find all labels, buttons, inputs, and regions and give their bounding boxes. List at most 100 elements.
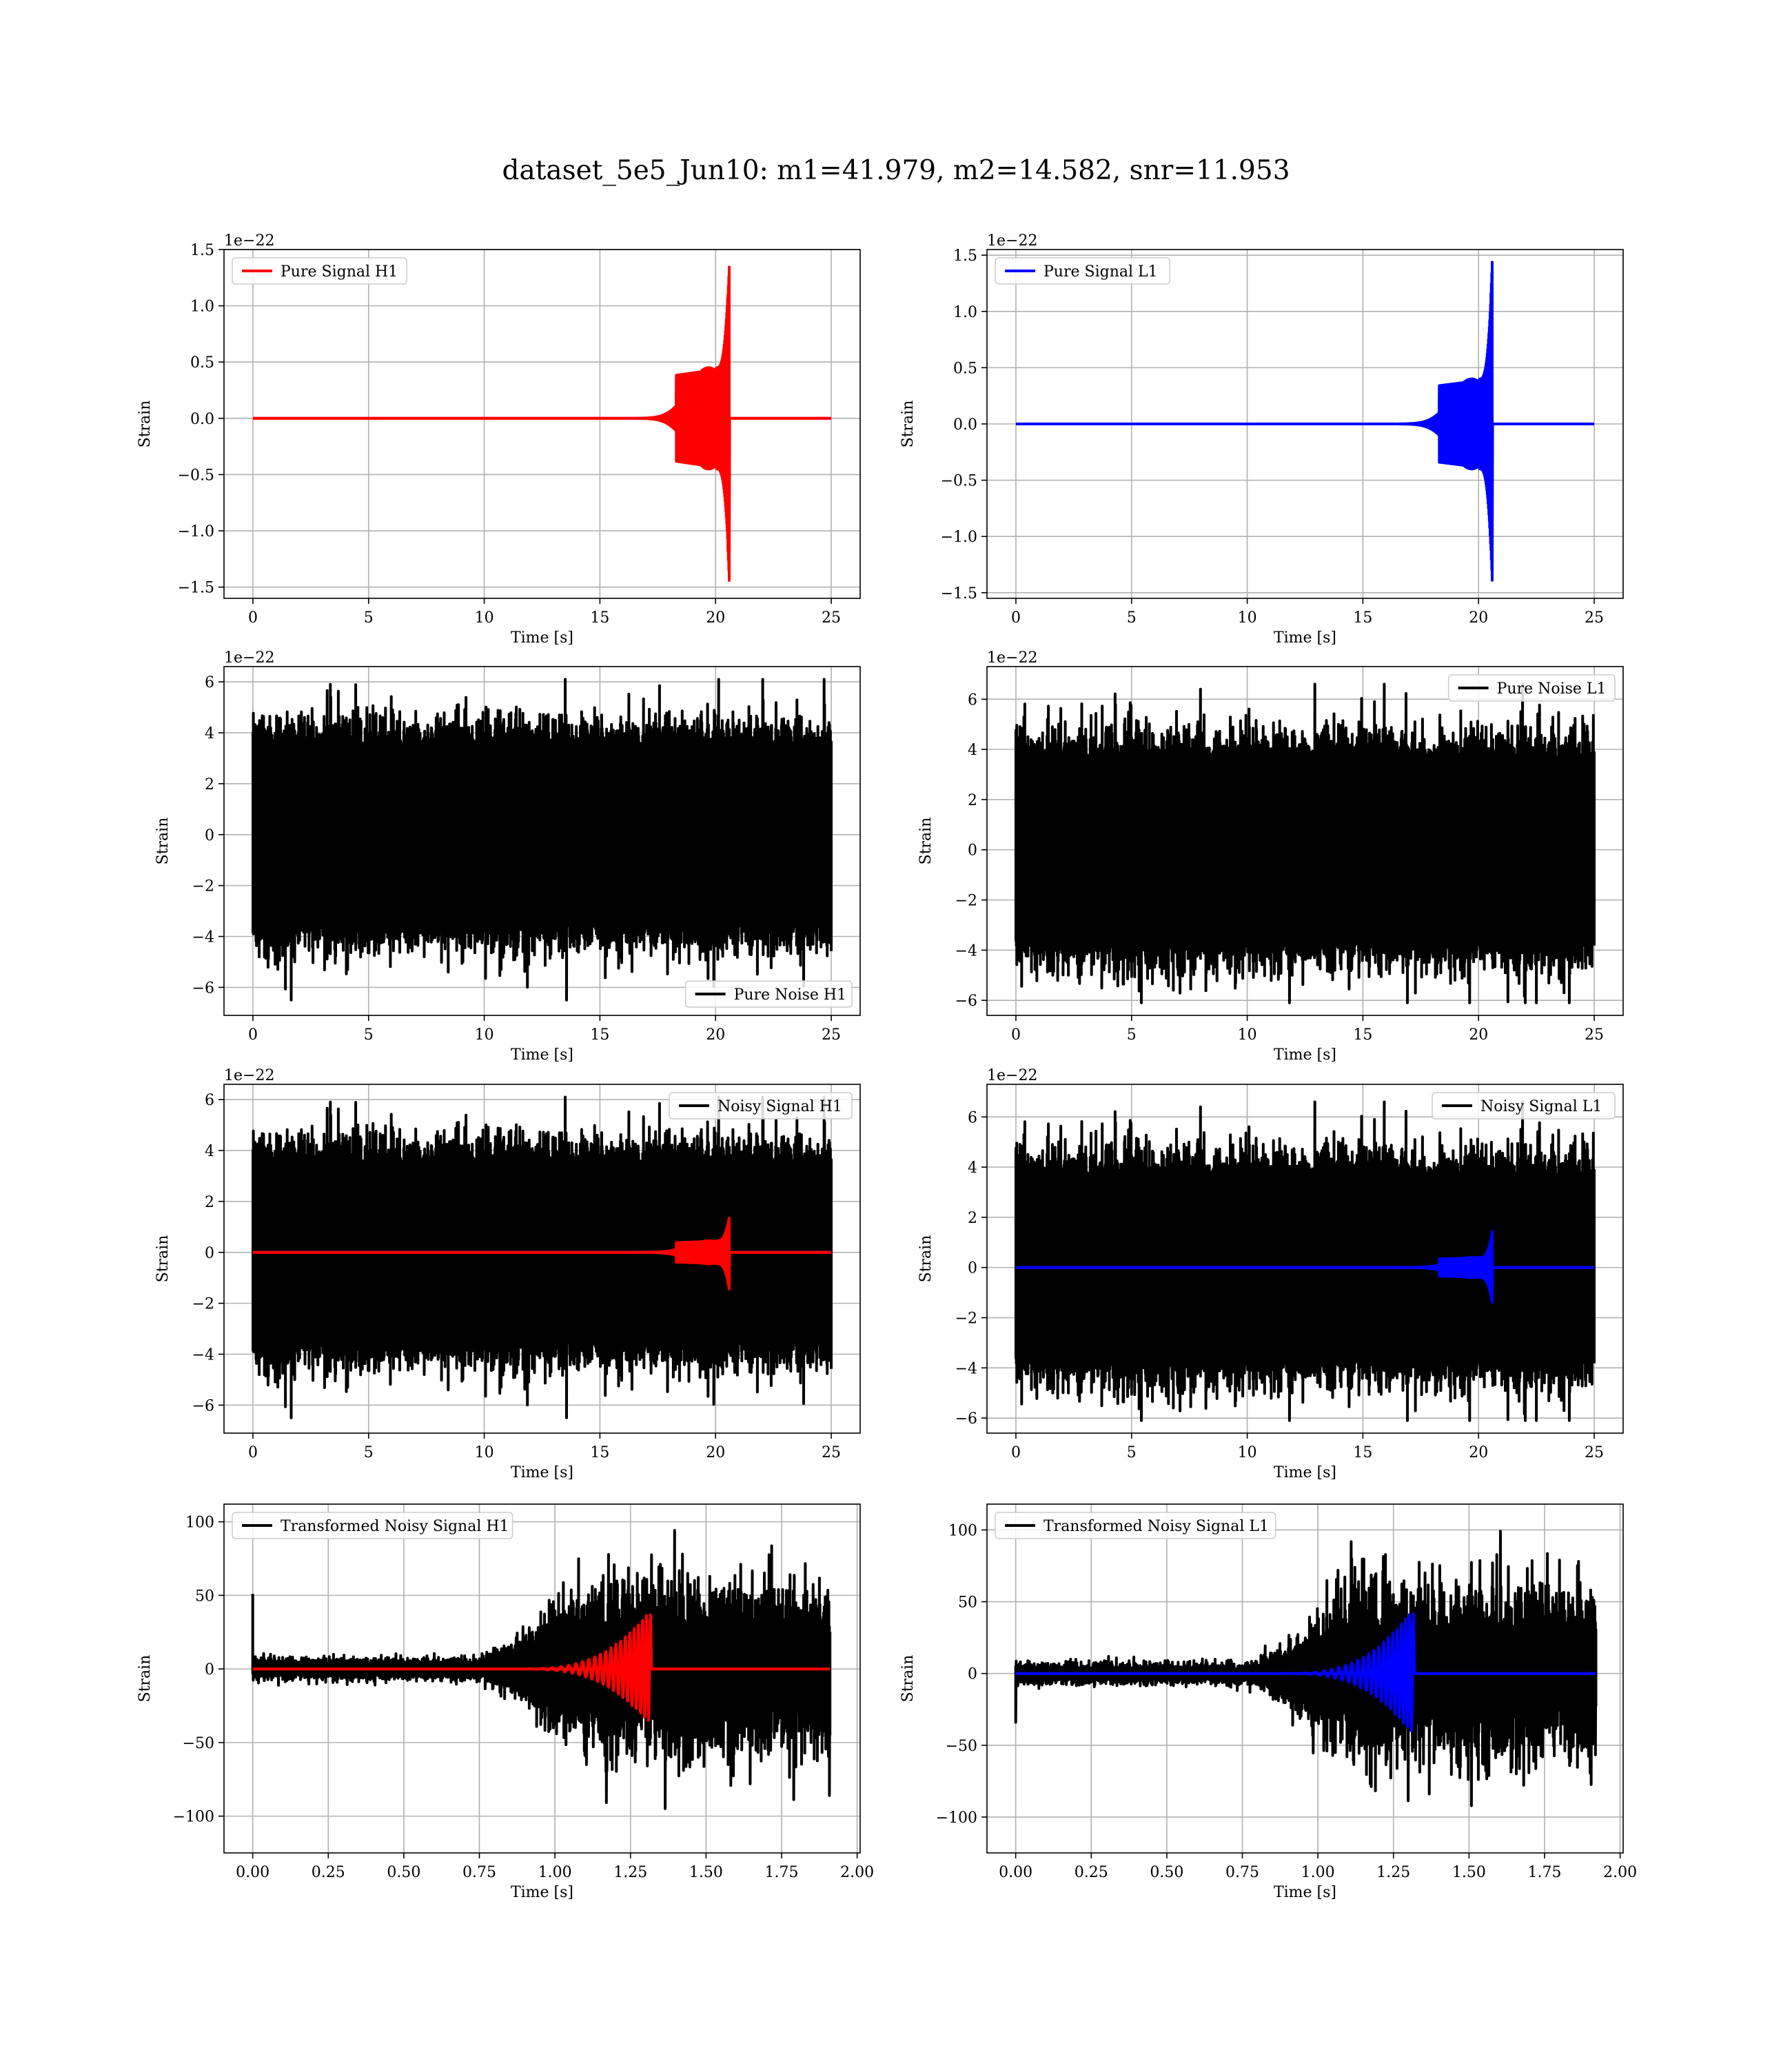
legend: Pure Signal H1 <box>232 257 407 285</box>
legend: Pure Signal L1 <box>995 257 1170 285</box>
y-tick-label: −6 <box>192 980 214 997</box>
x-tick-label: 0.25 <box>312 1864 345 1881</box>
axes-frame <box>223 1503 861 1854</box>
x-tick-label: 0.75 <box>462 1864 496 1881</box>
series-line-1 <box>251 1529 832 1810</box>
y-tick-label: 0 <box>968 842 977 860</box>
x-tick-label: 5 <box>1127 1444 1137 1461</box>
series-line-1 <box>1014 1530 1598 1807</box>
axes-frame <box>223 666 861 1016</box>
y-tick-label: −50 <box>183 1735 214 1752</box>
y-tick-label: 2 <box>205 776 214 793</box>
axes-frame <box>986 1084 1624 1434</box>
y-tick-label: 2 <box>205 1194 214 1211</box>
y-axis-label: Strain <box>917 818 935 865</box>
legend-box <box>1447 674 1616 702</box>
y-tick-label: −1.0 <box>941 529 977 546</box>
y-tick-label: −50 <box>946 1738 977 1755</box>
x-tick-label: 0 <box>1011 1026 1021 1044</box>
axes-frame <box>223 1084 861 1434</box>
y-tick-label: −1.5 <box>178 580 214 597</box>
axis-offset-label: 1e−22 <box>224 1067 274 1084</box>
axis-offset-label: 1e−22 <box>987 649 1037 667</box>
x-tick-label: 15 <box>1353 1444 1372 1461</box>
y-axis-label: Strain <box>154 818 172 865</box>
plot-area <box>1015 1100 1596 1422</box>
y-tick-label: 1.5 <box>190 242 214 259</box>
x-axis-label: Time [s] <box>511 1464 573 1481</box>
x-tick-label: 5 <box>1127 1026 1137 1044</box>
x-tick-label: 5 <box>364 1444 374 1461</box>
x-tick-label: 1.00 <box>1301 1864 1335 1881</box>
legend-label: Pure Signal H1 <box>281 263 398 281</box>
x-tick-label: 10 <box>475 609 494 627</box>
x-tick-label: 25 <box>1585 1026 1604 1044</box>
legend: Pure Noise L1 <box>1447 674 1616 702</box>
y-axis-label: Strain <box>154 1235 172 1283</box>
x-axis-label: Time [s] <box>1274 1046 1336 1064</box>
y-tick-label: −4 <box>192 1347 214 1364</box>
chart-pure-signal-h1: 0 5 10 15 20 25 −1.5 −1.0 −0.5 0.0 0.5 1.0 1.5 Time [… <box>136 232 861 647</box>
y-tick-label: −6 <box>955 993 977 1010</box>
y-tick-label: 0.5 <box>190 354 214 372</box>
x-tick-label: 5 <box>364 1026 374 1044</box>
y-tick-label: 0 <box>968 1666 977 1683</box>
legend-box <box>1432 1092 1616 1119</box>
y-tick-label: −4 <box>192 929 214 946</box>
chart-noisy-signal-h1: 0 5 10 15 20 25 −6 −4 −2 0 2 4 6 Time [s] Strain 1e−22 N… <box>154 1067 861 1481</box>
figure-title: dataset_5e5_Jun10: m1=41.979, m2=14.582,… <box>502 155 1290 186</box>
series-line-1 <box>252 678 833 1002</box>
legend-label: Pure Signal L1 <box>1043 263 1158 281</box>
y-tick-label: 100 <box>185 1514 214 1532</box>
y-tick-label: 4 <box>968 1159 977 1177</box>
legend-label: Transformed Noisy Signal L1 <box>1043 1518 1269 1535</box>
y-tick-label: 6 <box>205 1092 214 1109</box>
legend: Pure Noise H1 <box>684 980 853 1008</box>
y-tick-label: −4 <box>955 1360 977 1377</box>
y-tick-label: −100 <box>936 1810 977 1827</box>
legend-label: Noisy Signal L1 <box>1480 1098 1602 1115</box>
plot-area <box>251 1529 832 1810</box>
plot-area <box>252 265 833 582</box>
x-tick-label: 25 <box>1585 1444 1604 1461</box>
x-axis-label: Time [s] <box>511 1046 573 1064</box>
series-line-1 <box>1015 682 1596 1004</box>
x-tick-label: 20 <box>1469 1026 1488 1044</box>
x-tick-label: 1.25 <box>1376 1864 1410 1881</box>
legend: Transformed Noisy Signal H1 <box>232 1512 513 1539</box>
x-tick-label: 0.50 <box>1150 1864 1183 1881</box>
x-tick-label: 0.25 <box>1075 1864 1108 1881</box>
legend-label: Pure Noise L1 <box>1497 680 1607 698</box>
plot-area <box>252 678 833 1002</box>
x-tick-label: 0.00 <box>999 1864 1032 1881</box>
x-axis-label: Time [s] <box>1274 629 1336 647</box>
plot-area <box>1015 261 1596 582</box>
y-tick-label: 1.0 <box>190 298 214 316</box>
y-tick-label: −1.0 <box>178 523 214 540</box>
plot-area <box>252 1095 833 1419</box>
x-tick-label: 2.00 <box>840 1864 874 1881</box>
y-tick-label: 6 <box>205 674 214 691</box>
x-tick-label: 2.00 <box>1603 1864 1637 1881</box>
chart-noisy-signal-l1: 0 5 10 15 20 25 −6 −4 −2 0 2 4 6 Time [s] Strain 1e−22 N… <box>917 1067 1624 1481</box>
chart-pure-signal-l1: 0 5 10 15 20 25 −1.5 −1.0 −0.5 0.0 0.5 1.0 1.5 Time [… <box>899 232 1624 647</box>
axes-frame <box>223 249 861 599</box>
y-tick-label: 6 <box>968 1109 977 1126</box>
y-tick-label: 2 <box>968 1210 977 1227</box>
x-tick-label: 0 <box>1011 1444 1021 1461</box>
y-tick-label: 100 <box>948 1522 977 1539</box>
x-tick-label: 5 <box>364 609 374 627</box>
x-tick-label: 20 <box>1469 1444 1488 1461</box>
x-tick-label: 1.00 <box>538 1864 572 1881</box>
axis-offset-label: 1e−22 <box>224 232 274 250</box>
x-tick-label: 10 <box>475 1026 494 1044</box>
x-tick-label: 10 <box>1238 1444 1257 1461</box>
legend: Noisy Signal L1 <box>1432 1092 1616 1119</box>
x-tick-label: 0.50 <box>387 1864 420 1881</box>
y-tick-label: 50 <box>195 1588 214 1605</box>
y-tick-label: 0 <box>968 1260 977 1277</box>
y-tick-label: 6 <box>968 691 977 709</box>
x-axis-label: Time [s] <box>511 1884 573 1901</box>
x-tick-label: 15 <box>590 1444 609 1461</box>
